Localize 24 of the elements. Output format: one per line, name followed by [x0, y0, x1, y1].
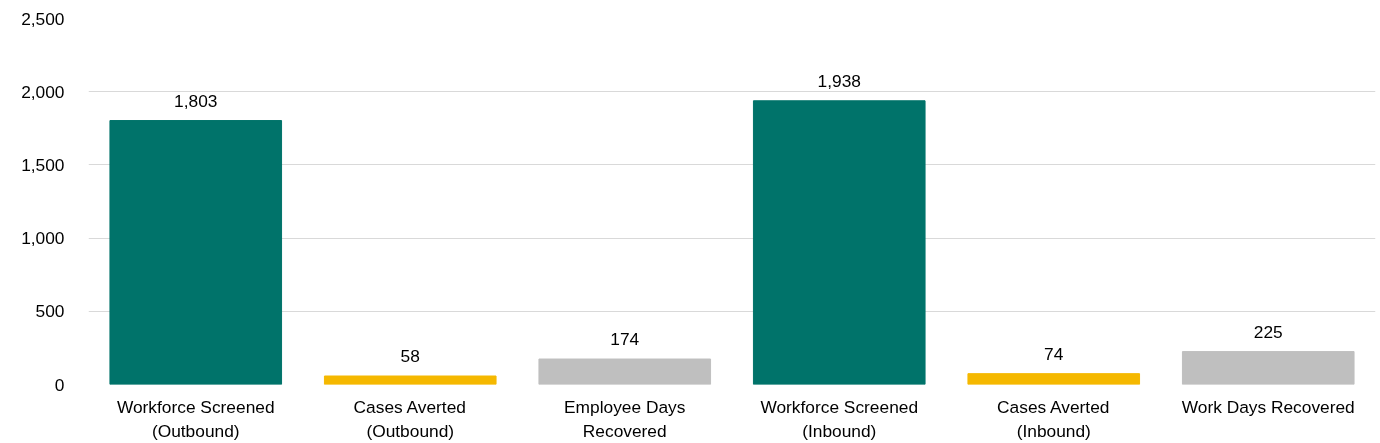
y-tick-label: 0 — [54, 374, 65, 395]
data-label: 1,803 — [174, 90, 218, 111]
y-tick-label: 2,000 — [21, 81, 65, 102]
bar — [538, 358, 712, 385]
x-tick-label: Work Days Recovered — [1181, 396, 1355, 417]
bar — [109, 120, 283, 385]
bar — [752, 100, 926, 385]
y-tick-label: 500 — [35, 301, 65, 322]
x-tick-label: Cases Averted (Inbound) — [997, 396, 1110, 441]
bar — [323, 375, 497, 385]
bar — [1181, 351, 1355, 385]
y-tick-label: 1,000 — [21, 228, 65, 249]
data-label: 174 — [610, 329, 640, 350]
x-tick-label: Employee Days Recovered — [564, 396, 686, 441]
data-label: 225 — [1253, 321, 1283, 342]
x-tick-label: Workforce Screened (Inbound) — [760, 396, 919, 441]
data-label: 1,938 — [817, 70, 861, 91]
x-tick-label: Workforce Screened (Outbound) — [116, 396, 275, 441]
y-tick-label: 2,500 — [21, 8, 65, 29]
bar — [967, 373, 1141, 385]
y-tick-label: 1,500 — [21, 154, 65, 175]
data-label: 58 — [400, 346, 420, 367]
x-tick-label: Cases Averted (Outbound) — [353, 396, 466, 441]
data-label: 74 — [1044, 343, 1064, 364]
